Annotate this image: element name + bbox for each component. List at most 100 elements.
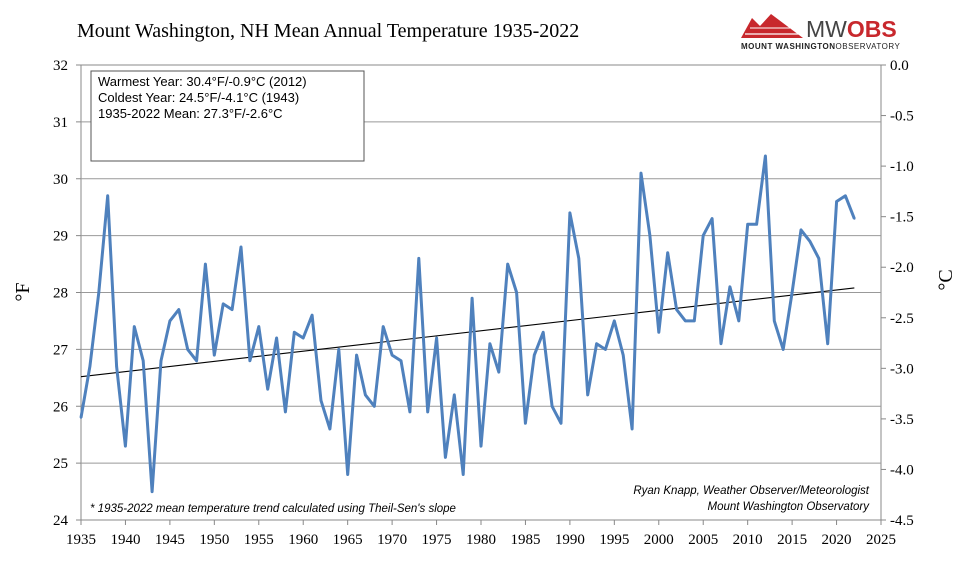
data-point	[239, 245, 243, 249]
x-tick-label: 1985	[510, 532, 540, 548]
data-point	[150, 490, 154, 493]
logo-subtitle: MOUNT WASHINGTONOBSERVATORY	[741, 42, 900, 51]
x-tick-label: 1940	[110, 532, 140, 548]
y2-tick-label: -4.0	[890, 462, 914, 478]
x-tick-label: 1990	[555, 532, 585, 548]
data-point	[417, 257, 420, 260]
credit-org: Mount Washington Observatory	[707, 501, 870, 513]
data-point	[328, 427, 332, 431]
data-point	[488, 342, 492, 345]
info-mean: 1935-2022 Mean: 27.3°F/-2.6°C	[98, 106, 283, 121]
data-point	[284, 410, 287, 414]
data-point	[79, 416, 83, 419]
x-tick-label: 2025	[866, 532, 896, 548]
data-point	[310, 314, 314, 317]
x-axis: 1935 1940 1945 1950 1955 1960 1965 1970 1975 1980…	[66, 520, 896, 548]
data-point	[346, 473, 349, 476]
data-point	[355, 353, 358, 357]
y-tick-label: 28	[53, 286, 68, 302]
y2-tick-label: -4.5	[890, 513, 914, 529]
y2-tick-label: -1.5	[890, 210, 914, 226]
x-tick-label: 1965	[333, 532, 363, 548]
data-point	[622, 353, 625, 357]
data-point	[515, 291, 518, 294]
data-point	[817, 257, 820, 260]
data-point	[230, 308, 234, 311]
data-point	[542, 331, 545, 334]
data-point	[844, 194, 847, 198]
data-point	[710, 217, 714, 220]
data-point	[604, 348, 607, 351]
y2-tick-label: -2.5	[890, 311, 914, 327]
data-point	[595, 342, 598, 345]
x-tick-label: 1960	[288, 532, 318, 548]
data-point	[97, 291, 100, 294]
y-tick-label: 27	[53, 342, 69, 358]
data-point	[248, 359, 252, 362]
data-point	[693, 319, 696, 323]
x-tick-label: 2010	[733, 532, 763, 548]
x-tick-label: 1970	[377, 532, 407, 548]
data-points	[79, 154, 856, 493]
y2-tick-label: -1.0	[890, 159, 914, 175]
x-tick-label: 2015	[777, 532, 807, 548]
y2-tick-label: 0.0	[890, 58, 909, 74]
credit-author: Ryan Knapp, Weather Observer/Meteorologi…	[633, 485, 869, 497]
data-point	[435, 336, 438, 340]
x-tick-label: 1995	[599, 532, 629, 548]
x-tick-label: 2005	[688, 532, 718, 548]
data-point	[577, 257, 580, 260]
data-point	[168, 319, 172, 323]
data-point	[666, 251, 669, 254]
y-tick-label: 25	[53, 456, 68, 472]
data-point	[373, 405, 376, 408]
data-point	[613, 319, 616, 323]
data-point	[302, 336, 305, 340]
logo-text: MWOBS	[806, 16, 897, 42]
data-point	[364, 393, 367, 397]
mwobs-logo: MWOBS MOUNT WASHINGTONOBSERVATORY	[741, 14, 900, 51]
x-tick-label: 1935	[66, 532, 96, 548]
data-point	[524, 422, 527, 425]
y2-tick-label: -3.0	[890, 361, 914, 377]
data-point	[142, 359, 145, 362]
data-point	[657, 331, 660, 334]
y-tick-label: 24	[53, 513, 69, 529]
y2-axis-label: °C	[935, 269, 957, 290]
data-point	[453, 393, 456, 397]
data-point	[462, 473, 465, 476]
data-point	[266, 387, 269, 391]
y2-tick-label: -0.5	[890, 109, 914, 125]
data-point	[853, 217, 856, 220]
y-axis-celsius: 0.0 -0.5 -1.0 -1.5 -2.0 -2.5 -3.0 -3.5 -4.0 -4.5	[881, 58, 914, 529]
data-point	[257, 325, 260, 328]
x-tick-label: 2000	[644, 532, 674, 548]
y2-tick-label: -3.5	[890, 412, 914, 428]
footnote: * 1935-2022 mean temperature trend calcu…	[90, 503, 456, 515]
y-tick-label: 32	[53, 58, 68, 74]
data-point	[470, 296, 474, 300]
data-point	[293, 331, 296, 334]
data-point	[319, 399, 323, 402]
x-tick-label: 1975	[422, 532, 452, 548]
data-point	[88, 365, 92, 368]
x-tick-label: 2020	[822, 532, 852, 548]
data-point	[808, 240, 812, 243]
data-point	[773, 319, 776, 323]
y-tick-label: 31	[53, 115, 68, 131]
data-point	[630, 427, 634, 431]
data-point	[382, 325, 385, 328]
y-tick-label: 29	[53, 229, 68, 245]
data-point	[390, 353, 394, 357]
data-point	[106, 194, 109, 198]
y-tick-label: 30	[53, 172, 68, 188]
data-point	[533, 353, 536, 357]
data-point	[728, 285, 732, 289]
info-warmest: Warmest Year: 30.4°F/-0.9°C (2012)	[98, 74, 307, 89]
data-point	[479, 444, 483, 448]
data-point	[648, 234, 652, 237]
data-point	[337, 348, 340, 351]
data-point	[568, 211, 572, 215]
chart-title: Mount Washington, NH Mean Annual Tempera…	[77, 20, 579, 42]
data-point	[195, 359, 198, 362]
